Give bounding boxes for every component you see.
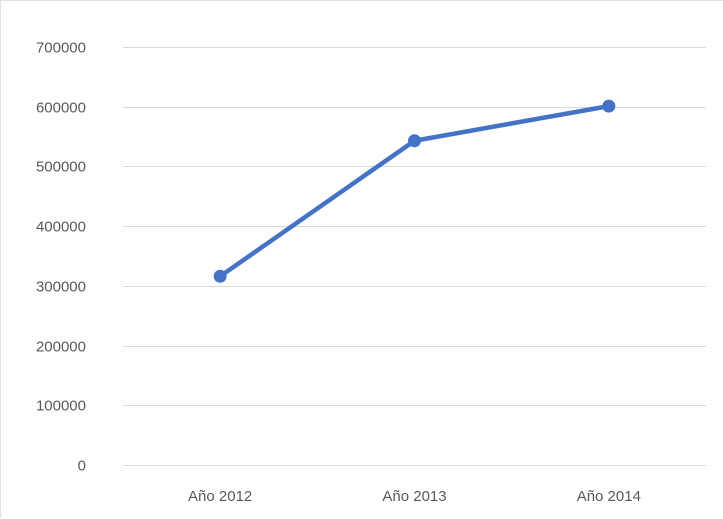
y-axis-tick-labels: 0 100000 200000 300000 400000 500000 600000 700… — [36, 40, 86, 475]
series-group — [213, 99, 616, 283]
y-tick-label: 200000 — [36, 339, 86, 356]
y-tick-label: 700000 — [36, 40, 86, 57]
series-line — [217, 103, 612, 279]
data-point — [213, 269, 227, 283]
x-axis-tick-labels: Año 2012 Año 2013 Año 2014 — [188, 488, 641, 505]
y-tick-label: 600000 — [36, 100, 86, 117]
x-tick-label: Año 2012 — [188, 488, 252, 505]
y-tick-label: 400000 — [36, 219, 86, 236]
y-tick-label: 0 — [78, 458, 86, 475]
y-tick-label: 100000 — [36, 398, 86, 415]
data-point — [408, 134, 421, 148]
x-tick-label: Año 2013 — [382, 488, 446, 505]
y-tick-label: 500000 — [36, 159, 86, 176]
x-tick-label: Año 2014 — [577, 488, 641, 505]
data-point — [602, 99, 616, 113]
gridlines — [123, 47, 706, 466]
y-tick-label: 300000 — [36, 279, 86, 296]
